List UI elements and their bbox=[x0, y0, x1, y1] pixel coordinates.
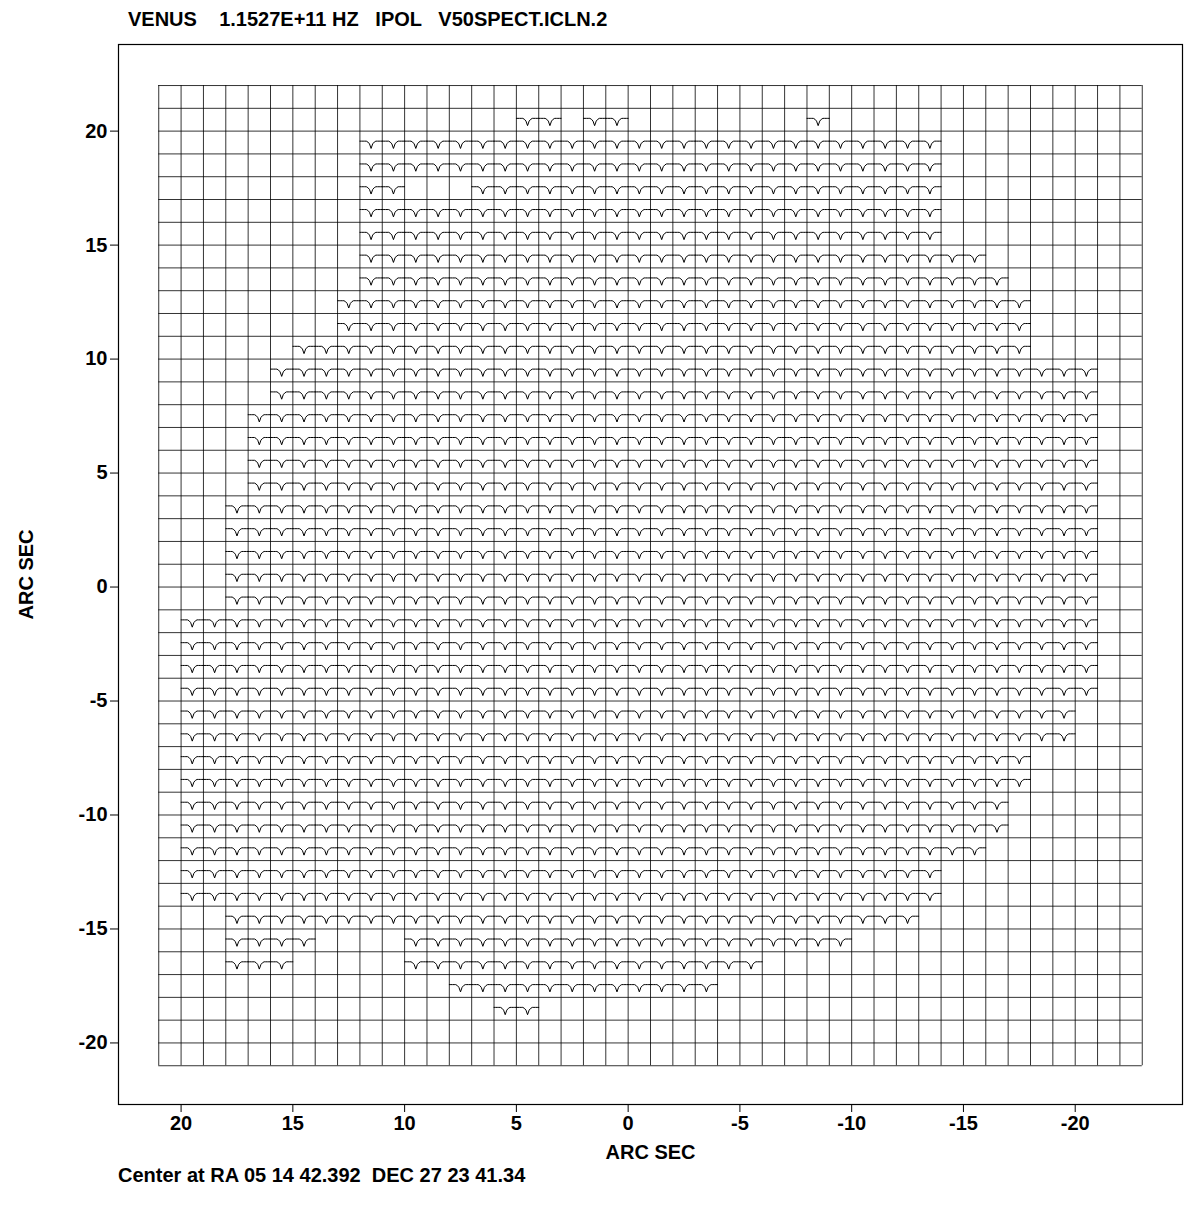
svg-text:10: 10 bbox=[85, 347, 107, 369]
svg-text:10: 10 bbox=[393, 1112, 415, 1134]
svg-text:0: 0 bbox=[623, 1112, 634, 1134]
svg-text:ARC SEC: ARC SEC bbox=[605, 1141, 695, 1163]
svg-text:-15: -15 bbox=[949, 1112, 978, 1134]
svg-text:20: 20 bbox=[170, 1112, 192, 1134]
svg-text:15: 15 bbox=[282, 1112, 304, 1134]
svg-text:20: 20 bbox=[85, 120, 107, 142]
svg-text:-10: -10 bbox=[79, 803, 108, 825]
svg-text:-10: -10 bbox=[837, 1112, 866, 1134]
svg-text:5: 5 bbox=[511, 1112, 522, 1134]
svg-text:-15: -15 bbox=[79, 917, 108, 939]
html-text:Center at RA 05 14 42.392 DEC: Center at RA 05 14 42.392 DEC 27 23 41.3… bbox=[118, 1164, 526, 1186]
svg-text:-20: -20 bbox=[1061, 1112, 1090, 1134]
svg-text:ARC SEC: ARC SEC bbox=[15, 529, 37, 619]
svg-text:0: 0 bbox=[96, 575, 107, 597]
svg-text:-5: -5 bbox=[90, 689, 108, 711]
svg-text:5: 5 bbox=[96, 461, 107, 483]
html-text:VENUS 1.1527E+11 HZ IPOL V50SP: VENUS 1.1527E+11 HZ IPOL V50SPECT.ICLN.2 bbox=[128, 8, 608, 30]
svg-text:15: 15 bbox=[85, 234, 107, 256]
svg-text:-5: -5 bbox=[731, 1112, 749, 1134]
svg-text:-20: -20 bbox=[79, 1031, 108, 1053]
